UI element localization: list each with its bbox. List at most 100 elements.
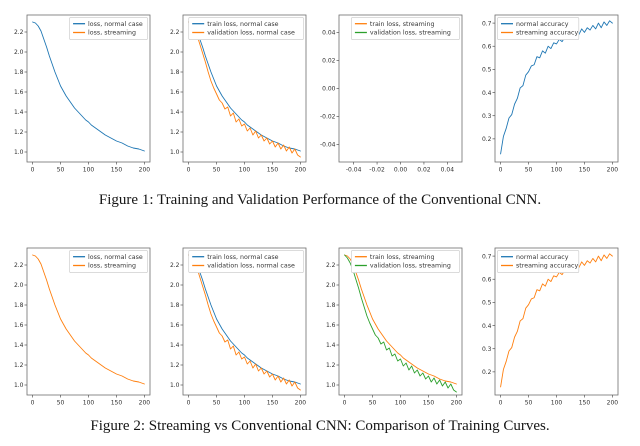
y-tick-label: 0.3 — [482, 113, 492, 120]
legend-label: streaming accuracy — [516, 30, 578, 37]
x-tick-label: 100 — [83, 167, 95, 174]
x-tick-label: 100 — [551, 167, 563, 174]
x-tick-label: 0 — [187, 400, 191, 407]
y-tick-label: 0.6 — [482, 276, 492, 283]
x-tick-label: 0 — [343, 400, 347, 407]
y-tick-label: 1.4 — [14, 342, 24, 349]
y-tick-label: 2.0 — [14, 49, 24, 56]
y-tick-label: 0.2 — [482, 136, 492, 143]
series-line — [32, 21, 145, 152]
legend-label: loss, normal case — [88, 21, 143, 28]
y-tick-label: 2.0 — [170, 282, 180, 289]
x-tick-label: 0.00 — [394, 167, 408, 174]
y-tick-label: 1.8 — [170, 302, 180, 309]
series-line — [188, 254, 301, 385]
y-tick-label: 0.3 — [482, 346, 492, 353]
y-tick-label: 2.2 — [326, 262, 336, 269]
x-tick-label: 0 — [31, 400, 35, 407]
y-tick-label: 2.2 — [170, 29, 180, 36]
x-tick-label: 50 — [57, 167, 65, 174]
y-tick-label: 2.2 — [14, 262, 24, 269]
legend-box — [188, 17, 304, 40]
x-tick-label: 150 — [267, 167, 279, 174]
f2p2-canvas: 0 50 100 150 200 1.0 1.2 1.4 1.6 1.8 2.0 2.2 train l… — [170, 247, 307, 407]
y-tick-label: 0.02 — [322, 58, 336, 65]
y-tick-label: 1.4 — [326, 342, 336, 349]
x-tick-label: 100 — [239, 167, 251, 174]
series-line — [188, 21, 301, 152]
y-tick-label: 1.0 — [170, 149, 180, 156]
x-tick-label: 200 — [607, 400, 619, 407]
series-line — [500, 253, 613, 388]
figure2-caption: Figure 2: Streaming vs Conventional CNN:… — [90, 418, 550, 434]
f2p4-canvas: 0 50 100 150 200 0.2 0.3 0.4 0.5 0.6 0.7 normal acc… — [482, 247, 619, 407]
y-tick-label: 1.2 — [326, 362, 336, 369]
f1p4-canvas: 0 50 100 150 200 0.2 0.3 0.4 0.5 0.6 0.7 normal acc… — [482, 14, 619, 174]
legend-box — [497, 250, 580, 273]
y-tick-label: 1.6 — [14, 322, 24, 329]
y-tick-label: 1.0 — [170, 382, 180, 389]
x-tick-label: 200 — [295, 167, 307, 174]
x-tick-label: 50 — [525, 167, 533, 174]
x-tick-label: 150 — [423, 400, 435, 407]
x-tick-label: 0 — [187, 167, 191, 174]
legend-box — [497, 17, 580, 40]
fig1-accuracy-plot: 0 50 100 150 200 0.2 0.3 0.4 0.5 0.6 0.7 normal acc… — [470, 2, 625, 180]
legend-box — [188, 250, 304, 273]
x-tick-label: 100 — [551, 400, 563, 407]
x-tick-label: 100 — [239, 400, 251, 407]
x-tick-label: 200 — [607, 167, 619, 174]
x-tick-label: 0.04 — [441, 167, 455, 174]
y-tick-label: 1.4 — [14, 109, 24, 116]
legend-box — [69, 250, 148, 273]
x-tick-label: 50 — [213, 167, 221, 174]
f1p2-canvas: 0 50 100 150 200 1.0 1.2 1.4 1.6 1.8 2.0 2.2 train l… — [170, 14, 307, 174]
y-tick-label: 1.0 — [14, 382, 24, 389]
y-tick-label: -0.02 — [320, 114, 336, 121]
x-tick-label: 50 — [57, 400, 65, 407]
y-tick-label: 0.7 — [482, 20, 492, 27]
legend-label: normal accuracy — [516, 21, 569, 28]
y-tick-label: 1.0 — [326, 382, 336, 389]
f1p1-canvas: 0 50 100 150 200 1.0 1.2 1.4 1.6 1.8 2.0 2.2 loss, n… — [14, 14, 151, 174]
x-tick-label: 200 — [139, 167, 151, 174]
y-tick-label: 1.8 — [14, 69, 24, 76]
series-line — [188, 21, 301, 158]
f2p3-canvas: 0 50 100 150 200 1.0 1.2 1.4 1.6 1.8 2.0 2.2 train l… — [326, 247, 463, 407]
y-tick-label: 1.2 — [170, 129, 180, 136]
fig2-train-vs-validation-normal-plot: 0 50 100 150 200 1.0 1.2 1.4 1.6 1.8 2.0 2.2 train l… — [158, 235, 313, 413]
y-tick-label: 1.2 — [14, 362, 24, 369]
y-tick-label: 1.6 — [326, 322, 336, 329]
fig1-loss-overview-plot: 0 50 100 150 200 1.0 1.2 1.4 1.6 1.8 2.0 2.2 loss, n… — [2, 2, 157, 180]
legend-label: streaming accuracy — [516, 263, 578, 270]
y-tick-label: 1.2 — [14, 129, 24, 136]
x-tick-label: -0.02 — [369, 167, 385, 174]
x-tick-label: 100 — [395, 400, 407, 407]
figure1-caption: Figure 1: Training and Validation Perfor… — [98, 192, 542, 208]
series-line — [188, 254, 301, 391]
x-tick-label: 200 — [295, 400, 307, 407]
legend-label: loss, streaming — [88, 263, 136, 270]
x-tick-label: 0.02 — [417, 167, 431, 174]
legend-label: validation loss, normal case — [207, 30, 295, 37]
x-tick-label: 150 — [267, 400, 279, 407]
legend-label: train loss, streaming — [370, 254, 435, 261]
legend-label: validation loss, streaming — [370, 263, 451, 270]
f1p3-canvas: -0.04 -0.02 0.00 0.02 0.04 -0.04 -0.02 0.00 0.02… — [320, 14, 463, 174]
y-tick-label: 0.2 — [482, 369, 492, 376]
x-tick-label: 50 — [213, 400, 221, 407]
x-tick-label: 0 — [31, 167, 35, 174]
y-tick-label: 1.0 — [14, 149, 24, 156]
y-tick-label: 1.2 — [170, 362, 180, 369]
legend-box — [351, 250, 460, 273]
y-tick-label: 0.5 — [482, 300, 492, 307]
y-tick-label: 0.4 — [482, 323, 492, 330]
y-tick-label: 1.8 — [170, 69, 180, 76]
fig1-streaming-loss-empty-plot: -0.04 -0.02 0.00 0.02 0.04 -0.04 -0.02 0.00 0.02… — [314, 2, 469, 180]
y-tick-label: 2.0 — [170, 49, 180, 56]
y-tick-label: 1.8 — [326, 302, 336, 309]
series-line — [32, 254, 145, 385]
y-tick-label: 1.6 — [170, 322, 180, 329]
x-tick-label: 150 — [579, 167, 591, 174]
x-tick-label: 200 — [451, 400, 463, 407]
